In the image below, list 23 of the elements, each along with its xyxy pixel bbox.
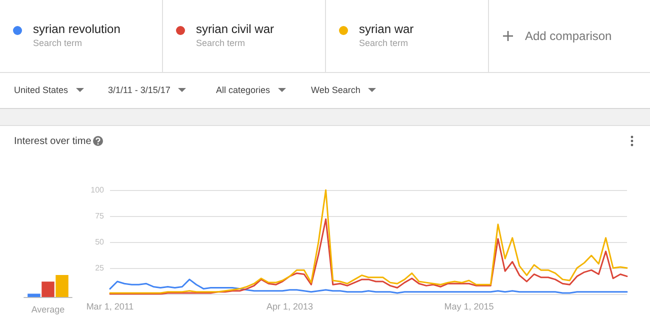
legend-label: syrian war (359, 22, 414, 36)
line-series (109, 218, 628, 295)
text: Add comparison (525, 29, 612, 43)
line-series (109, 278, 628, 294)
text: Search term (359, 38, 408, 48)
text: 3/1/11 - 3/15/17 (108, 85, 170, 95)
x-tick-label: May 1, 2015 (444, 302, 494, 312)
x-tick-label: Average (31, 304, 65, 314)
y-tick-label: 75 (95, 212, 105, 220)
y-tick-label: 100 (90, 186, 105, 194)
x-tick-label: Mar 1, 2011 (86, 302, 134, 312)
chart-title: Interest over time (14, 136, 92, 147)
text: All categories (216, 85, 270, 95)
text: Search term (196, 38, 246, 48)
legend-label: syrian revolution (33, 22, 120, 36)
text: Search term (33, 38, 82, 48)
y-tick-label: 50 (95, 238, 105, 246)
text: Web Search (311, 85, 360, 95)
line-series (109, 189, 628, 294)
x-tick-label: Apr 1, 2013 (266, 302, 313, 312)
legend-label: syrian civil war (196, 22, 274, 36)
y-tick-label: 25 (95, 264, 105, 272)
text: United States (14, 85, 68, 95)
